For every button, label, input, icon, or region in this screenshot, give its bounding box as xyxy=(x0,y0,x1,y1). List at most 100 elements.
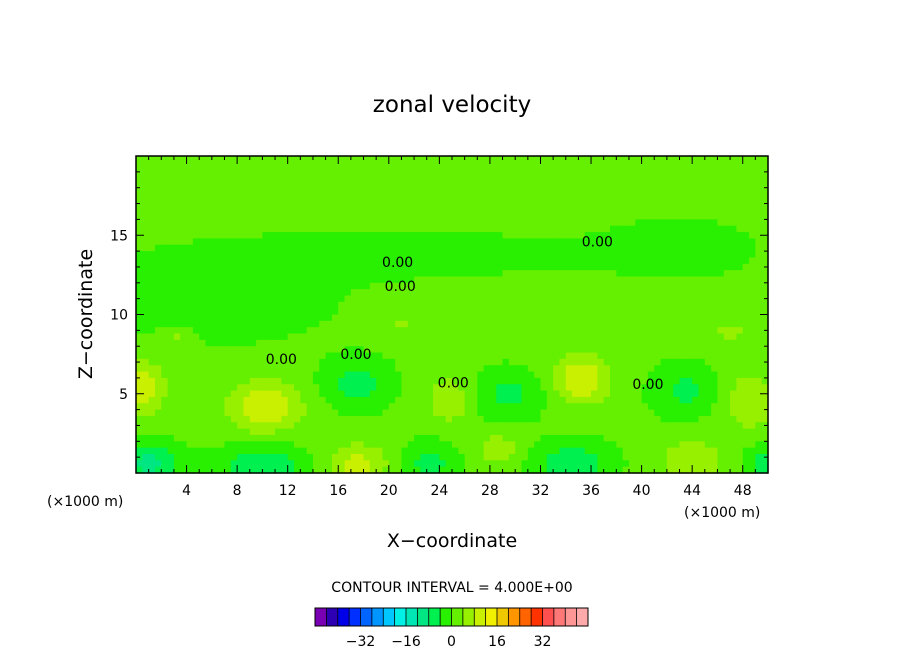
field-cell xyxy=(224,238,232,246)
field-cell xyxy=(502,181,510,189)
field-cell xyxy=(527,238,535,246)
field-cell xyxy=(458,244,466,252)
field-cell xyxy=(407,377,415,385)
field-cell xyxy=(628,441,636,449)
field-cell xyxy=(515,257,523,265)
field-cell xyxy=(230,390,238,398)
field-cell xyxy=(546,213,554,220)
field-cell xyxy=(553,365,561,373)
field-cell xyxy=(230,270,238,278)
field-cell xyxy=(591,168,598,176)
field-cell xyxy=(761,289,769,297)
field-cell xyxy=(439,244,447,252)
field-cell xyxy=(205,466,213,474)
field-cell xyxy=(572,276,579,284)
field-cell xyxy=(350,466,358,474)
field-cell xyxy=(268,358,276,366)
field-cell xyxy=(426,276,434,284)
field-cell xyxy=(761,409,769,417)
field-cell xyxy=(300,409,308,417)
field-cell xyxy=(603,403,611,411)
field-cell xyxy=(382,244,390,252)
field-cell xyxy=(192,295,200,303)
field-cell xyxy=(534,156,542,163)
field-cell xyxy=(331,466,339,474)
field-cell xyxy=(452,194,459,201)
field-cell xyxy=(192,453,200,461)
field-cell xyxy=(597,460,605,468)
field-cell xyxy=(300,206,308,214)
field-cell xyxy=(205,346,213,354)
field-cell xyxy=(578,251,586,259)
field-cell xyxy=(357,377,365,385)
field-cell xyxy=(142,396,150,404)
field-cell xyxy=(256,238,263,246)
field-cell xyxy=(395,276,403,284)
field-cell xyxy=(369,194,377,201)
field-cell xyxy=(761,403,769,411)
field-cell xyxy=(388,346,396,354)
field-cell xyxy=(167,219,175,227)
field-cell xyxy=(546,453,554,461)
field-cell xyxy=(521,409,529,417)
field-cell xyxy=(496,263,504,271)
field-cell xyxy=(742,339,750,347)
field-cell xyxy=(218,466,226,474)
field-cell xyxy=(154,460,162,468)
field-cell xyxy=(477,346,485,354)
field-cell xyxy=(660,352,668,360)
field-cell xyxy=(477,415,485,423)
field-cell xyxy=(698,434,706,442)
field-cell xyxy=(218,276,226,284)
field-cell xyxy=(180,162,188,170)
field-cell xyxy=(357,422,365,430)
field-cell xyxy=(186,232,194,240)
field-cell xyxy=(249,263,257,271)
field-cell xyxy=(464,352,472,360)
field-cell xyxy=(458,460,466,468)
field-cell xyxy=(534,213,542,220)
field-cell xyxy=(388,156,396,163)
field-cell xyxy=(275,175,282,182)
field-cell xyxy=(711,422,719,430)
field-cell xyxy=(534,181,542,189)
field-cell xyxy=(439,238,447,246)
field-cell xyxy=(698,308,706,316)
field-cell xyxy=(508,352,516,360)
field-cell xyxy=(338,238,346,246)
field-cell xyxy=(237,276,245,284)
field-cell xyxy=(376,257,384,265)
field-cell xyxy=(331,308,339,316)
field-cell xyxy=(319,466,327,474)
field-cell xyxy=(610,162,617,170)
field-cell xyxy=(439,422,447,430)
field-cell xyxy=(331,320,339,328)
field-cell xyxy=(319,251,327,259)
field-cell xyxy=(312,327,320,335)
field-cell xyxy=(300,428,308,436)
field-cell xyxy=(268,200,276,208)
field-cell xyxy=(161,434,169,442)
field-cell xyxy=(319,232,327,240)
field-cell xyxy=(275,358,282,366)
field-cell xyxy=(692,365,700,373)
field-cell xyxy=(730,314,737,322)
field-cell xyxy=(173,428,181,436)
field-cell xyxy=(199,206,207,214)
field-cell xyxy=(730,244,737,252)
field-cell xyxy=(698,358,706,366)
field-cell xyxy=(331,352,339,360)
field-cell xyxy=(136,206,143,214)
field-cell xyxy=(502,422,510,430)
field-cell xyxy=(192,428,200,436)
field-cell xyxy=(294,365,301,373)
field-cell xyxy=(224,282,232,290)
field-cell xyxy=(420,460,428,468)
field-cell xyxy=(666,422,674,430)
field-cell xyxy=(723,289,731,297)
field-cell xyxy=(363,447,371,455)
field-cell xyxy=(344,270,352,278)
field-cell xyxy=(666,263,674,271)
field-cell xyxy=(711,162,719,170)
field-cell xyxy=(603,156,611,163)
